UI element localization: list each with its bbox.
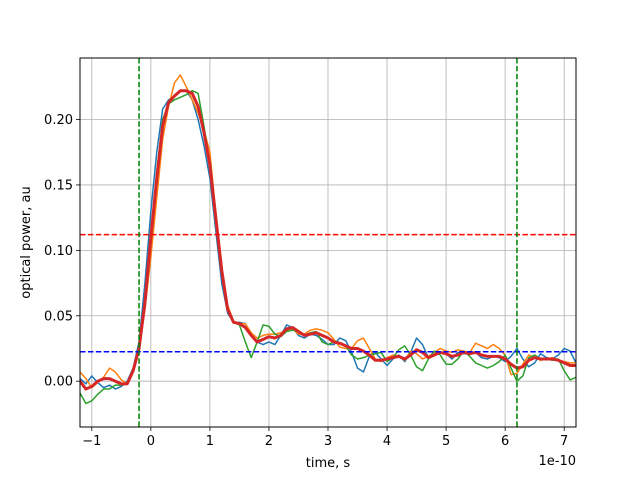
x-tick-label: −1: [82, 434, 101, 449]
grid: [80, 58, 576, 427]
reference-lines: [80, 58, 576, 427]
x-offset-text: 1e-10: [538, 454, 576, 469]
x-tick-label: 6: [501, 434, 509, 449]
y-axis-label: optical power, au: [19, 186, 34, 298]
ticks: −1 0 1 2 3 4 5 6 7 0.00 0.05 0.10 0.15 0.20: [44, 113, 568, 449]
x-tick-label: 3: [324, 434, 332, 449]
x-tick-label: 2: [265, 434, 273, 449]
series-layer: [80, 74, 576, 405]
series-line-3: [80, 89, 576, 405]
y-tick-label: 0.00: [44, 375, 73, 390]
y-tick-label: 0.05: [44, 309, 73, 324]
x-tick-label: 5: [442, 434, 450, 449]
x-tick-label: 1: [206, 434, 214, 449]
x-tick-label: 4: [383, 434, 391, 449]
y-tick-label: 0.10: [44, 244, 73, 259]
y-tick-label: 0.20: [44, 113, 73, 128]
x-tick-label: 7: [560, 434, 568, 449]
series-line-4: [80, 89, 576, 391]
y-tick-label: 0.15: [44, 178, 73, 193]
x-tick-label: 0: [147, 434, 155, 449]
x-axis-label: time, s: [306, 456, 351, 471]
